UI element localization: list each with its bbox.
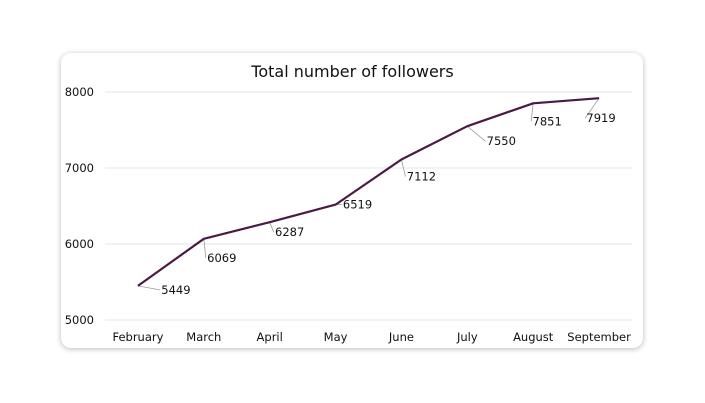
leader-line [401, 159, 406, 177]
data-label: 7112 [407, 169, 436, 183]
data-label: 7919 [586, 111, 615, 125]
leader-lines [137, 97, 600, 291]
leader-line [530, 103, 534, 122]
leader-line [269, 222, 275, 233]
leader-line [584, 97, 600, 119]
y-tick-label: 8000 [65, 85, 94, 99]
series-line [137, 97, 600, 287]
y-tick-label: 5000 [65, 313, 94, 327]
y-tick-label: 6000 [65, 237, 94, 251]
x-axis-tick-labels: February March April May June July August Septe… [112, 330, 631, 344]
gridlines [105, 91, 632, 321]
x-tick-label: August [513, 330, 554, 344]
x-tick-label: April [257, 330, 283, 344]
leader-line [467, 125, 486, 142]
series-line-path [137, 97, 600, 287]
data-label: 6287 [275, 225, 304, 239]
x-tick-label: September [567, 330, 631, 344]
leader-line [203, 238, 207, 258]
data-label: 7851 [533, 114, 562, 128]
y-tick-label: 7000 [65, 161, 94, 175]
leader-line [137, 285, 160, 291]
x-tick-label: May [324, 330, 348, 344]
x-tick-label: June [388, 330, 414, 344]
x-tick-label: July [456, 330, 478, 344]
chart-title: Total number of followers [251, 62, 454, 81]
data-label: 7550 [487, 134, 516, 148]
y-axis-tick-labels: 5000 6000 7000 8000 [65, 85, 94, 327]
data-labels: 5449 6069 6287 6519 7112 7550 7851 7919 [161, 111, 615, 297]
data-label: 6069 [207, 251, 236, 265]
x-tick-label: February [112, 330, 163, 344]
x-tick-label: March [186, 330, 221, 344]
data-label: 5449 [161, 283, 190, 297]
data-label: 6519 [343, 198, 372, 212]
